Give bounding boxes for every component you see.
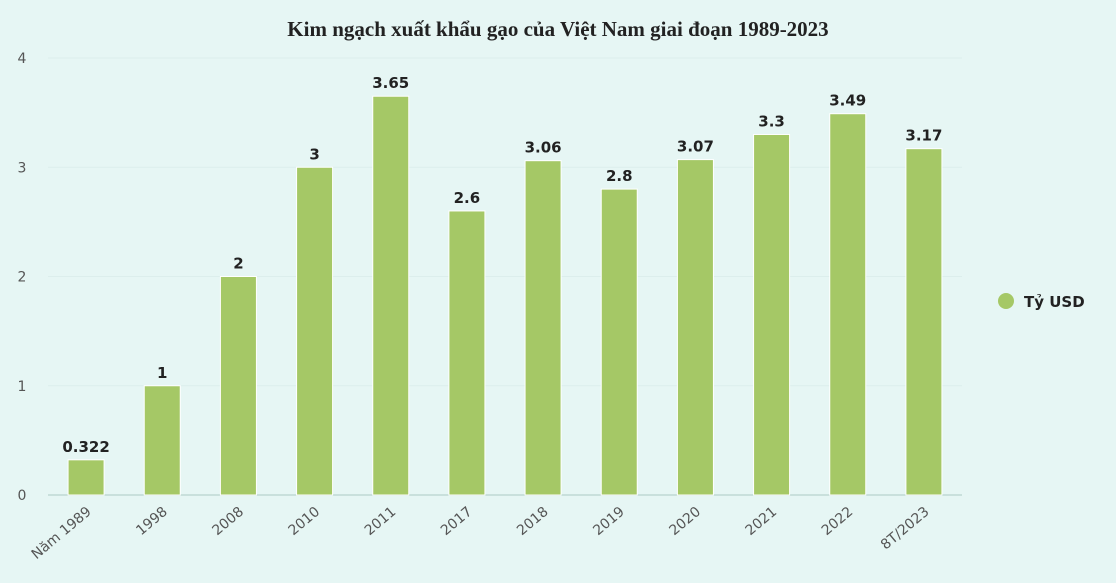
x-tick-label: 2018 [514, 504, 552, 539]
y-tick-label: 3 [18, 160, 27, 176]
x-tick-label: 2010 [286, 504, 324, 539]
data-label: 3.17 [905, 127, 942, 145]
x-tick-label: 8T/2023 [878, 504, 933, 553]
bar[interactable] [296, 166, 334, 496]
bar[interactable] [753, 133, 791, 496]
bar[interactable] [905, 148, 943, 496]
data-label: 2.8 [606, 167, 633, 185]
chart-title: Kim ngạch xuất khẩu gạo của Việt Nam gia… [287, 17, 828, 41]
x-tick-label: Năm 1989 [29, 504, 95, 563]
legend-marker-icon [998, 293, 1014, 309]
bar[interactable] [829, 113, 867, 496]
data-label: 3.3 [758, 112, 785, 130]
bar[interactable] [524, 160, 562, 496]
bar[interactable] [67, 459, 105, 496]
data-labels: 0.322 1 2 3 3.65 2.6 3.06 2.8 3.07 3.3 3.49 3.17 [62, 74, 942, 456]
x-tick-label: 2020 [666, 504, 704, 539]
x-tick-label: 2021 [743, 504, 781, 539]
data-label: 0.322 [62, 438, 109, 456]
x-tick-label: 1998 [133, 504, 171, 539]
y-tick-label: 0 [18, 488, 27, 504]
x-tick-label: 2017 [438, 504, 476, 539]
y-tick-label: 1 [18, 379, 27, 395]
x-tick-label: 2008 [209, 504, 247, 539]
y-tick-label: 4 [18, 51, 27, 67]
data-label: 2.6 [454, 189, 481, 207]
x-tick-label: 2011 [362, 504, 400, 539]
y-tick-label: 2 [18, 270, 27, 286]
x-tick-label: 2019 [590, 504, 628, 539]
bar[interactable] [219, 276, 257, 496]
legend[interactable]: Tỷ USD [998, 293, 1085, 311]
bar[interactable] [143, 385, 181, 496]
bar[interactable] [372, 95, 410, 496]
data-label: 1 [157, 364, 167, 382]
data-label: 3.07 [677, 138, 714, 156]
bar[interactable] [600, 188, 638, 496]
data-label: 2 [233, 255, 243, 273]
bar[interactable] [676, 159, 714, 496]
gridlines [48, 57, 962, 496]
data-label: 3.49 [829, 92, 866, 110]
bar[interactable] [448, 210, 486, 496]
x-axis-ticks: Năm 1989 1998 2008 2010 2011 2017 2018 2019 2020… [29, 504, 933, 563]
data-label: 3 [309, 145, 319, 163]
y-axis-ticks: 0 1 2 3 4 [18, 51, 27, 504]
legend-label: Tỷ USD [1024, 293, 1085, 311]
x-tick-label: 2022 [819, 504, 857, 539]
data-label: 3.06 [525, 139, 562, 157]
bars [67, 95, 943, 496]
data-label: 3.65 [372, 74, 409, 92]
